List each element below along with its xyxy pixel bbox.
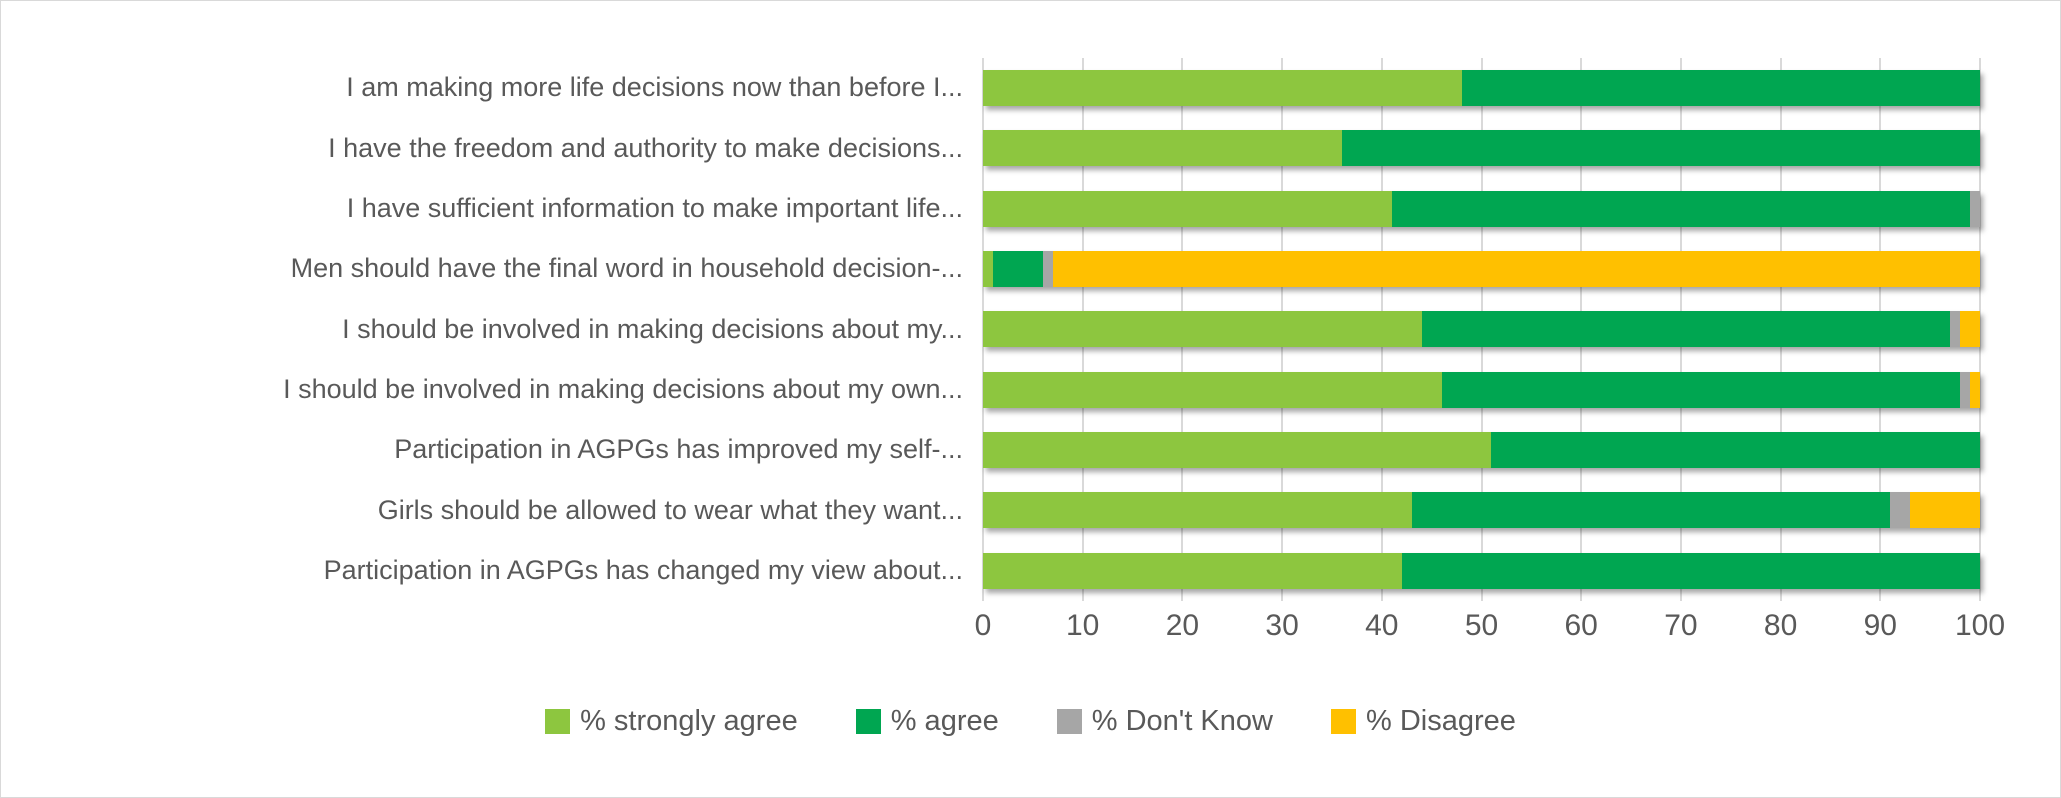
x-tick-label: 40 — [1365, 609, 1399, 642]
bar-segment — [983, 552, 1402, 589]
legend-label: % Disagree — [1365, 704, 1516, 737]
bar-segment — [1411, 492, 1891, 529]
legend-item: % strongly agree — [545, 705, 798, 738]
legend-swatch-icon — [1330, 708, 1356, 734]
legend-item: % Don't Know — [1056, 704, 1273, 738]
category-label: I should be involved in making decisions… — [283, 373, 963, 404]
x-tick-label: 10 — [1066, 609, 1100, 642]
stacked-bar — [983, 311, 1980, 348]
bar-row — [983, 299, 1980, 359]
bar-segment — [1461, 70, 1980, 107]
bar-segment — [983, 190, 1392, 227]
category-label: I have the freedom and authority to make… — [328, 132, 963, 163]
bar-row — [983, 360, 1980, 420]
bar-segment — [983, 251, 993, 288]
bar-segment — [1960, 371, 1971, 408]
bar-segment — [1960, 311, 1980, 348]
legend-item: % agree — [855, 704, 999, 738]
bar-row — [983, 118, 1980, 178]
bar-segment — [1890, 492, 1911, 529]
x-tick-label: 50 — [1464, 609, 1499, 642]
bar-segment — [1391, 190, 1971, 227]
bar-segment — [1950, 311, 1961, 348]
bar-segment — [983, 311, 1422, 348]
bar-segment — [983, 432, 1492, 469]
bar-row — [983, 541, 1980, 601]
legend-label: % Don't Know — [1091, 704, 1273, 737]
stacked-bar — [983, 492, 1980, 529]
stacked-bar — [983, 552, 1980, 589]
category-label: Men should have the final word in househ… — [290, 253, 963, 284]
bar-segment — [1970, 190, 1980, 227]
bar-segment — [1401, 552, 1980, 589]
legend-swatch-icon — [855, 708, 881, 734]
legend-label: % strongly agree — [580, 704, 798, 737]
legend-swatch-icon — [1056, 708, 1082, 734]
x-tick-label: 30 — [1265, 609, 1299, 642]
category-label: I should be involved in making decisions… — [342, 313, 963, 344]
bar-segment — [983, 492, 1412, 529]
stacked-bar — [983, 371, 1980, 408]
x-tick-label: 100 — [1954, 609, 2006, 642]
bar-segment — [1052, 251, 1980, 288]
bar-segment — [983, 70, 1462, 107]
bar-segment — [992, 251, 1043, 288]
bar-segment — [1491, 432, 1980, 469]
category-label: Participation in AGPGs has changed my vi… — [323, 554, 963, 585]
category-axis: I am making more life decisions now than… — [9, 58, 971, 601]
x-tick-label: 20 — [1165, 609, 1200, 642]
legend-swatch-icon — [545, 708, 571, 734]
x-tick-label: 90 — [1863, 609, 1897, 642]
stacked-bar — [983, 130, 1980, 167]
bar-row — [983, 480, 1980, 540]
category-label: Girls should be allowed to wear what the… — [377, 494, 963, 525]
bar-row — [983, 420, 1980, 480]
stacked-bar — [983, 70, 1980, 107]
bar-segment — [1421, 311, 1951, 348]
bar-row — [983, 179, 1980, 239]
bar-segment — [1042, 251, 1053, 288]
x-tick-label: 80 — [1763, 609, 1798, 642]
bar-segment — [1970, 371, 1980, 408]
chart-legend: % strongly agree % agree % Don't Know % Dis… — [1, 693, 2060, 749]
stacked-bar — [983, 190, 1980, 227]
x-tick-label: 70 — [1664, 609, 1698, 642]
bar-segment — [1910, 492, 1980, 529]
x-axis: 0 10 20 30 40 50 60 70 80 90 100 — [975, 603, 2005, 651]
gridline — [1979, 58, 1981, 601]
bar-row — [983, 58, 1980, 118]
legend-label: % agree — [890, 704, 999, 737]
bar-segment — [1341, 130, 1980, 167]
category-label: Participation in AGPGs has improved my s… — [394, 434, 963, 465]
bar-segment — [1441, 371, 1961, 408]
category-label: I am making more life decisions now than… — [346, 72, 963, 103]
category-label: I have sufficient information to make im… — [346, 192, 963, 223]
x-tick-label: 60 — [1564, 609, 1598, 642]
stacked-bar — [983, 432, 1980, 469]
x-tick-label: 0 — [974, 609, 992, 642]
bar-segment — [983, 371, 1442, 408]
legend-item: % Disagree — [1330, 704, 1516, 738]
bar-segment — [983, 130, 1342, 167]
stacked-bar — [983, 251, 1980, 288]
plot-area — [982, 58, 1981, 601]
bar-row — [983, 239, 1980, 299]
